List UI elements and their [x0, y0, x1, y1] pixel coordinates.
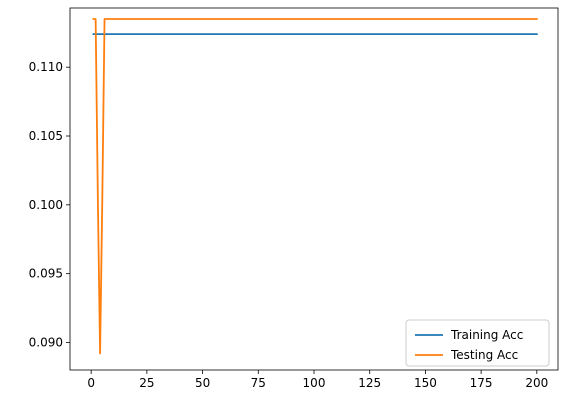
- y-axis: 0.090 0.095 0.100 0.105 0.110: [29, 60, 70, 349]
- y-tick-label: 0.105: [29, 129, 63, 143]
- y-tick-label: 0.100: [29, 198, 63, 212]
- x-tick-label: 200: [525, 376, 548, 390]
- legend-label-1: Training Acc: [450, 328, 523, 342]
- x-tick-label: 100: [303, 376, 326, 390]
- legend: Training Acc Testing Acc: [405, 319, 550, 367]
- x-tick-label: 150: [414, 376, 437, 390]
- y-tick-label: 0.090: [29, 335, 63, 349]
- x-axis: 0 25 50 75 100 125 150 175 200: [87, 370, 548, 390]
- series-line-2: [92, 18, 538, 355]
- x-tick-label: 75: [251, 376, 266, 390]
- y-tick-label: 0.095: [29, 267, 63, 281]
- x-tick-label: 25: [139, 376, 154, 390]
- x-tick-label: 0: [87, 376, 95, 390]
- x-tick-label: 125: [358, 376, 381, 390]
- series-layer: [92, 18, 538, 355]
- x-tick-label: 50: [195, 376, 210, 390]
- x-tick-label: 175: [470, 376, 493, 390]
- y-tick-label: 0.110: [29, 60, 63, 74]
- legend-label-2: Testing Acc: [450, 348, 518, 362]
